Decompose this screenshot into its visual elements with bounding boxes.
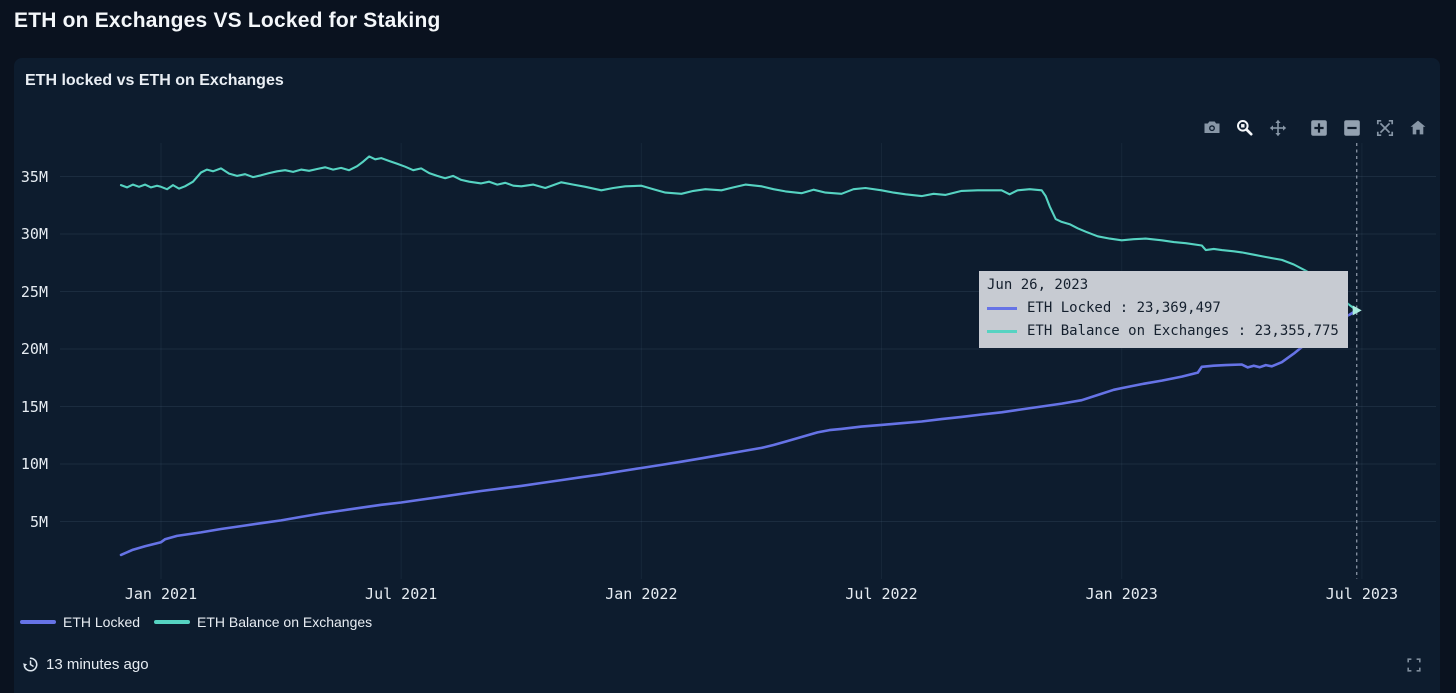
autoscale-icon[interactable]: [1375, 118, 1395, 138]
history-clock-icon: [22, 656, 39, 673]
last-updated-text: 13 minutes ago: [46, 656, 149, 673]
y-tick-label: 20M: [20, 340, 48, 358]
page-title: ETH on Exchanges VS Locked for Staking: [14, 9, 441, 32]
zoom-in-icon[interactable]: [1309, 118, 1329, 138]
tooltip-row: ETH Balance on Exchanges : 23,355,775: [987, 320, 1340, 343]
zoom-out-icon[interactable]: [1342, 118, 1362, 138]
zoom-icon[interactable]: [1235, 118, 1255, 138]
y-tick-label: 15M: [20, 397, 48, 416]
y-tick-label: 35M: [20, 167, 48, 186]
tooltip-series-value: ETH Locked : 23,369,497: [1027, 300, 1221, 316]
tooltip-series-swatch: [987, 330, 1017, 333]
pan-icon[interactable]: [1268, 118, 1288, 138]
footer: 13 minutes ago: [22, 656, 1422, 673]
y-tick-label: 5M: [29, 512, 48, 531]
tooltip-row: ETH Locked : 23,369,497: [987, 297, 1340, 320]
x-tick-label: Jan 2023: [1085, 585, 1158, 603]
y-tick-label: 10M: [20, 455, 48, 473]
x-tick-label: Jul 2023: [1325, 585, 1399, 603]
tooltip-series-swatch: [987, 307, 1017, 310]
legend-label: ETH Balance on Exchanges: [197, 614, 373, 630]
x-tick-label: Jul 2021: [365, 585, 438, 603]
chart-title: ETH locked vs ETH on Exchanges: [25, 72, 284, 89]
legend-swatch: [154, 620, 191, 624]
y-tick-label: 25M: [20, 282, 48, 301]
camera-icon[interactable]: [1202, 118, 1222, 138]
y-tick-label: 30M: [20, 225, 48, 243]
modebar: [1202, 118, 1428, 138]
x-tick-label: Jan 2021: [124, 585, 198, 603]
legend-item-eth-locked[interactable]: ETH Locked: [20, 614, 140, 630]
fullscreen-icon[interactable]: [1406, 657, 1422, 673]
tooltip-date: Jun 26, 2023: [987, 277, 1089, 293]
tooltip-series-value: ETH Balance on Exchanges : 23,355,775: [1027, 323, 1339, 339]
legend-label: ETH Locked: [63, 614, 141, 630]
reset-axes-home-icon[interactable]: [1408, 118, 1428, 138]
plot-area[interactable]: [14, 58, 1440, 693]
legend-swatch: [20, 620, 56, 624]
x-tick-label: Jan 2022: [605, 585, 678, 603]
x-tick-label: Jul 2022: [845, 585, 918, 603]
legend: ETH Locked ETH Balance on Exchanges: [20, 614, 372, 630]
hover-tooltip: Jun 26, 2023 ETH Locked : 23,369,497 ETH …: [979, 271, 1348, 348]
legend-item-eth-balance-on-exchanges[interactable]: ETH Balance on Exchanges: [154, 614, 372, 630]
chart-card: ETH locked vs ETH on Exchanges: [14, 58, 1440, 693]
